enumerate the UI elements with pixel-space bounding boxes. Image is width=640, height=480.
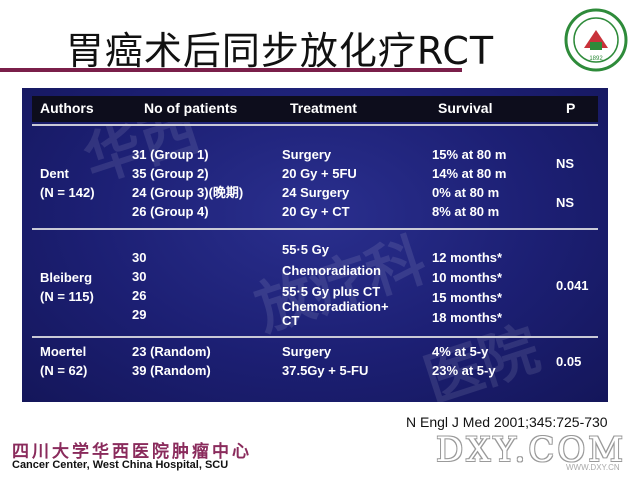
dent-survival: 15% at 80 m 14% at 80 m 0% at 80 m 8% at… <box>432 147 507 219</box>
dent-p-value-1: NS <box>556 156 575 171</box>
dent-p-value-2: NS <box>556 195 575 210</box>
bleiberg-survival: 12 months* 10 months* 15 months* 18 mont… <box>432 250 503 325</box>
footer-institution-en: Cancer Center, West China Hospital, SCU <box>12 459 229 471</box>
results-table: 华西 放疗科 医院 Authors No of patients Treatme… <box>22 88 608 415</box>
moertel-survival: 4% at 5-y 23% at 5-y <box>432 344 496 378</box>
slide-title: 胃癌术后同步放化疗RCT <box>65 29 495 73</box>
moertel-p-value: 0.05 <box>556 354 582 369</box>
dent-treatment: Surgery 20 Gy + 5FU 24 Surgery 20 Gy + C… <box>282 147 357 219</box>
moertel-author: Moertel (N = 62) <box>40 344 88 378</box>
dent-author: Dent (N = 142) <box>40 166 95 200</box>
header-treatment: Treatment <box>290 100 357 116</box>
moertel-patients: 23 (Random) 39 (Random) <box>132 344 211 378</box>
seal-year: 1892 <box>589 56 603 62</box>
site-watermark-url: WWW.DXY.CN <box>566 463 620 472</box>
group-separator <box>32 228 598 230</box>
bleiberg-treatment: 55·5 Gy Chemoradiation 55·5 Gy plus CT C… <box>282 242 389 328</box>
header-survival: Survival <box>438 100 493 116</box>
header-p: P <box>566 100 576 116</box>
header-patients: No of patients <box>144 100 238 116</box>
footer-institution-cn: 四川大学华西医院肿瘤中心 <box>12 442 252 462</box>
header-separator <box>32 124 598 126</box>
site-watermark-logo: DXY.COM <box>436 430 627 470</box>
university-seal-icon: 1892 <box>564 8 628 72</box>
citation-reference: N Engl J Med 2001;345:725-730 <box>406 414 608 430</box>
moertel-treatment: Surgery 37.5Gy + 5-FU <box>282 344 369 378</box>
dent-patients: 31 (Group 1) 35 (Group 2) 24 (Group 3)(晚… <box>132 147 244 219</box>
group-separator <box>32 336 598 338</box>
bleiberg-author: Bleiberg (N = 115) <box>40 270 94 304</box>
bleiberg-p-value: 0.041 <box>556 278 589 293</box>
table-header-row: Authors No of patients Treatment Surviva… <box>32 96 598 122</box>
bleiberg-patients: 30 30 26 29 <box>132 250 147 322</box>
title-underline <box>0 68 462 72</box>
header-authors: Authors <box>40 100 94 116</box>
